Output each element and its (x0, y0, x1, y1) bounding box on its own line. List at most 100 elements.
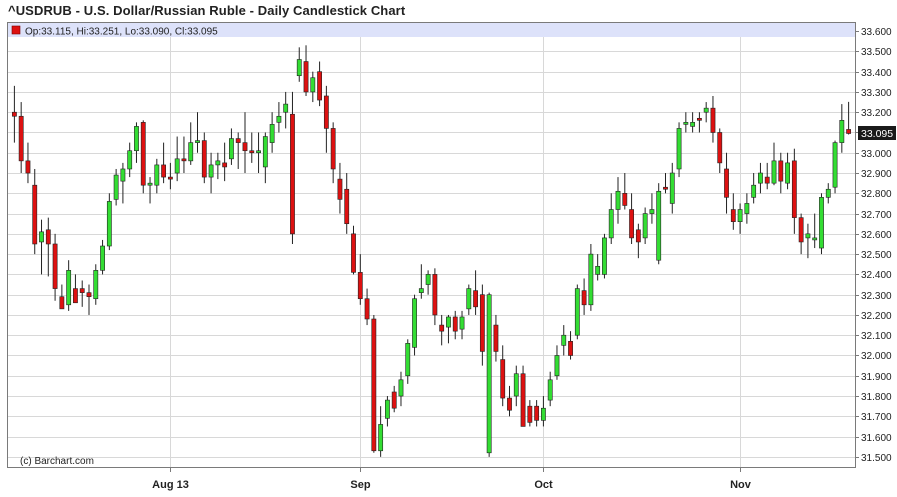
x-tick-label: Aug 13 (152, 479, 189, 491)
candle-body (296, 59, 302, 77)
y-tick-label: 33.300 (861, 88, 892, 99)
candle-body (337, 178, 343, 200)
candle-body (846, 129, 852, 134)
candle-body (832, 142, 838, 188)
last-price-background (858, 126, 896, 140)
candle-up (554, 345, 560, 380)
candle-down (357, 254, 363, 305)
candle-body (283, 103, 289, 113)
candle-up (683, 112, 689, 133)
candle-body (391, 391, 397, 409)
candle-down (11, 85, 17, 143)
candle-body (751, 184, 757, 198)
candle-down (303, 45, 309, 96)
x-axis: Aug 13SepOctNovDecJan 14 (152, 467, 752, 491)
candle-up (751, 173, 757, 204)
candle-body (371, 318, 377, 452)
candle-body (262, 136, 268, 168)
y-tick-label: 33.500 (861, 47, 892, 58)
candle-up (785, 152, 790, 190)
candle-down (391, 385, 397, 413)
candle-up (385, 396, 390, 427)
candle-body (52, 243, 58, 289)
candle-body (615, 190, 621, 210)
candle-up (744, 193, 750, 224)
candle-down (290, 91, 295, 244)
candle-down (439, 314, 445, 346)
candle-body (568, 341, 573, 356)
candle-down (45, 217, 51, 277)
candle-up (113, 168, 119, 206)
candle-down (730, 193, 736, 230)
candle-body (106, 201, 112, 247)
candle-body (351, 233, 356, 273)
candle-down (534, 400, 540, 427)
candle-body (452, 316, 458, 332)
candle-up (486, 292, 492, 457)
candle-down (161, 142, 167, 184)
y-tick-label: 32.100 (861, 331, 892, 342)
candle-body (330, 128, 336, 170)
candle-body (547, 379, 553, 401)
x-tick-label: Sep (350, 479, 370, 491)
candle-down (86, 284, 92, 315)
candle-body (602, 237, 607, 275)
candle-body (649, 209, 655, 214)
y-tick-label: 33.000 (861, 149, 892, 160)
y-tick-label: 32.400 (861, 270, 892, 281)
y-tick-label: 31.600 (861, 433, 892, 444)
y-tick-label: 32.300 (861, 291, 892, 302)
candle-down (520, 365, 526, 427)
candle-body (134, 126, 139, 152)
candle-body (229, 138, 234, 160)
candle-body (59, 296, 65, 310)
candle-down (181, 136, 187, 174)
chart-title: ^USDRUB - U.S. Dollar/Russian Ruble - Da… (8, 3, 406, 18)
candle-body (595, 265, 601, 275)
candle-down (79, 280, 85, 307)
candle-body (554, 355, 560, 377)
candle-body (764, 176, 770, 184)
candle-down (222, 142, 228, 182)
candle-body (405, 343, 411, 377)
candle-up (283, 91, 289, 129)
candle-up (269, 112, 275, 153)
candle-body (93, 270, 99, 300)
candle-down (724, 152, 729, 214)
candle-body (113, 174, 119, 200)
candle-body (446, 316, 451, 328)
candle-up (398, 371, 404, 407)
candle-down (798, 213, 804, 255)
candle-up (215, 152, 221, 180)
candle-up (446, 314, 451, 344)
candle-up (418, 264, 424, 299)
candle-up (608, 193, 614, 244)
candle-body (86, 292, 92, 297)
candle-body (683, 122, 689, 125)
candle-body (222, 162, 228, 168)
candle-body (242, 142, 248, 152)
candle-up (229, 128, 234, 165)
candle-body (66, 270, 72, 306)
candle-up (832, 140, 838, 194)
candle-body (290, 113, 295, 235)
candle-down (201, 132, 207, 184)
candle-body (825, 188, 831, 198)
candle-body (629, 209, 634, 239)
candle-body (18, 115, 24, 162)
candle-up (405, 339, 411, 384)
candle-down (317, 61, 322, 107)
candle-up (459, 310, 465, 340)
candle-body (317, 71, 322, 101)
candle-body (574, 288, 580, 336)
candle-down (696, 112, 702, 133)
candle-down (493, 314, 499, 362)
candle-down (764, 162, 770, 190)
candle-up (39, 219, 44, 275)
grid-lines (8, 23, 855, 467)
candle-up (93, 264, 99, 305)
candle-up (466, 284, 472, 315)
candle-up (208, 152, 214, 194)
candle-up (188, 122, 194, 165)
candle-body (635, 229, 641, 243)
